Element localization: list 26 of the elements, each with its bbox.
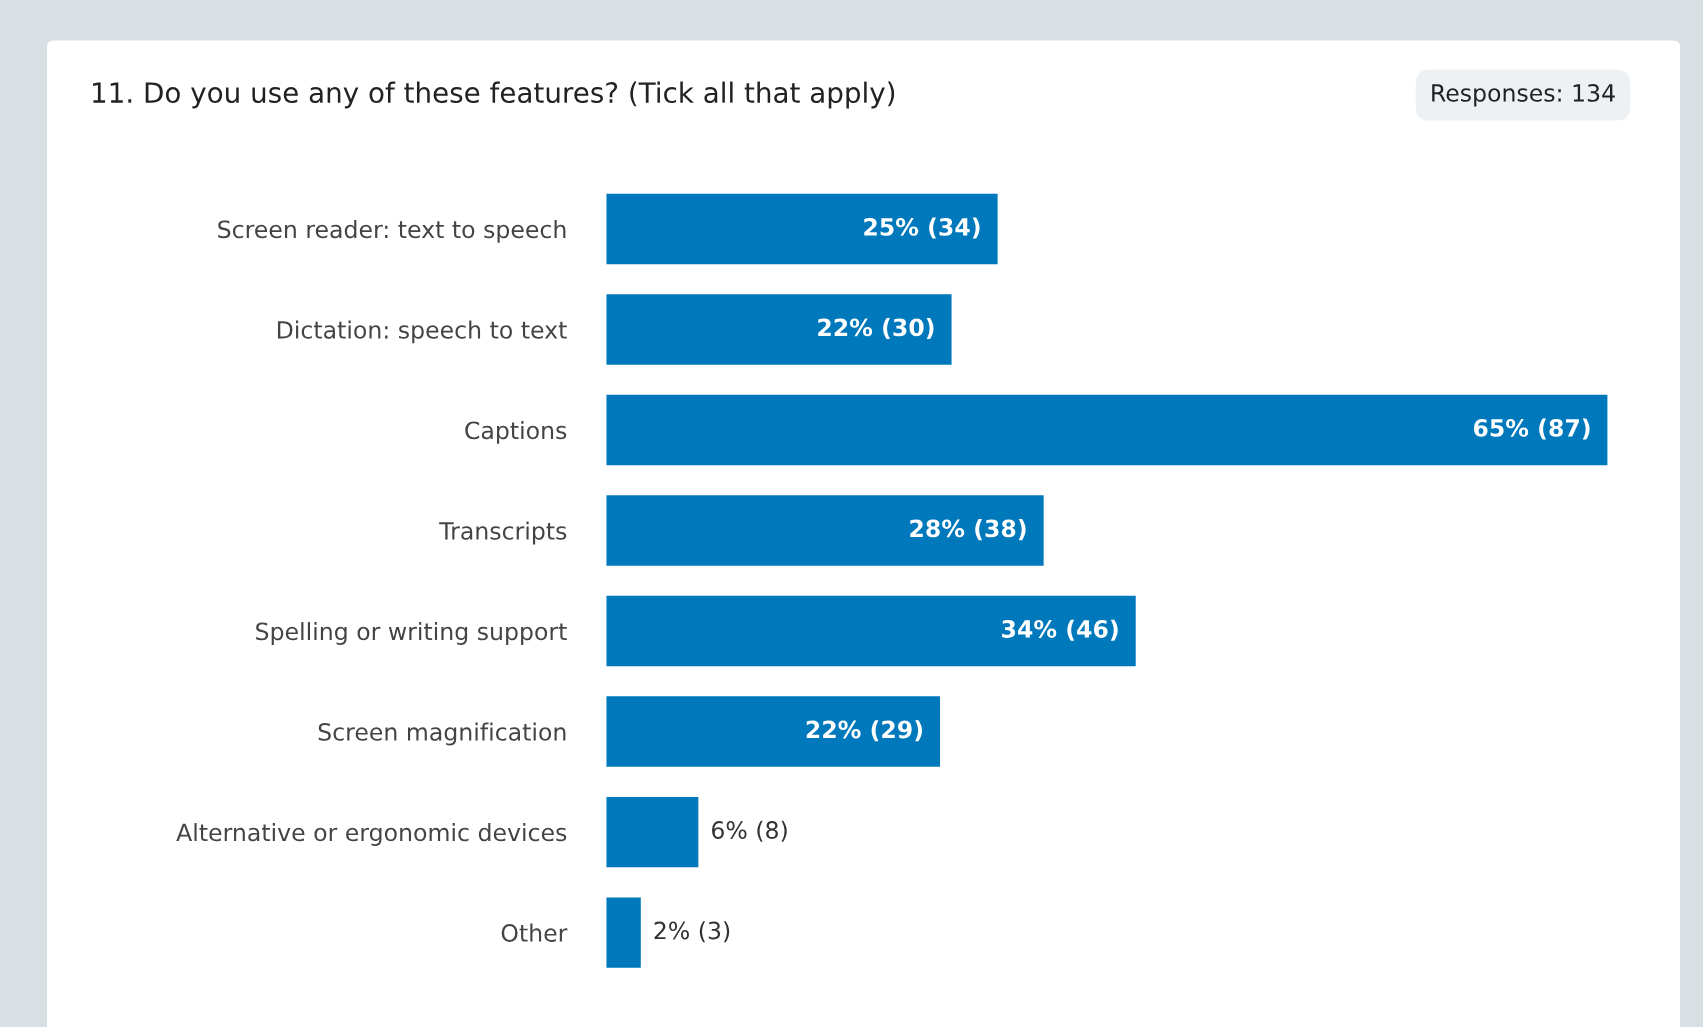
bar xyxy=(606,294,952,365)
y-tick-label: Screen reader: text to speech xyxy=(218,219,566,243)
bar xyxy=(606,595,1136,667)
data-label: 6% (8) xyxy=(712,820,787,842)
y-tick-label: Dictation: speech to text xyxy=(277,320,567,344)
data-label: 34% (46) xyxy=(1002,619,1118,641)
y-tick-label: Spelling or writing support xyxy=(256,622,567,645)
bar xyxy=(606,394,1608,466)
data-label: 28% (38) xyxy=(910,519,1026,541)
bar xyxy=(606,796,699,868)
y-tick-label: Captions xyxy=(465,421,567,444)
data-label: 22% (30) xyxy=(818,318,934,340)
y-tick-label: Screen magnification xyxy=(318,722,566,746)
data-label: 2% (3) xyxy=(654,921,730,943)
bar xyxy=(606,897,641,968)
chart-title: 11. Do you use any of these features? (Tick all that apply) xyxy=(93,81,895,109)
text: Responses: 134 xyxy=(1432,83,1615,107)
data-label: 25% (34) xyxy=(864,217,980,239)
y-tick-label: Transcripts xyxy=(439,521,567,545)
bar xyxy=(606,495,1044,566)
y-tick-label: Other xyxy=(501,923,568,942)
bar xyxy=(606,193,998,265)
y-tick-label: Alternative or ergonomic devices xyxy=(176,823,567,846)
bar xyxy=(606,696,941,767)
data-label: 65% (87) xyxy=(1473,418,1590,440)
data-label: 22% (29) xyxy=(806,720,923,742)
